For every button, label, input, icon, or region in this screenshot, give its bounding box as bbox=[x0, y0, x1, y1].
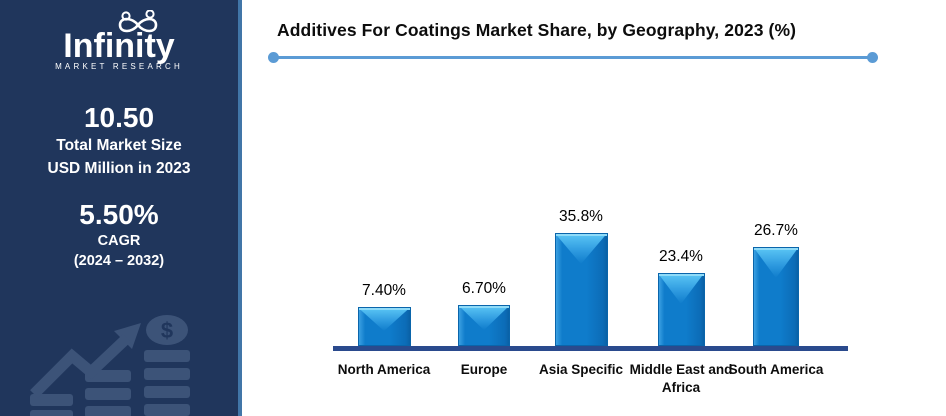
page-title: Additives For Coatings Market Share, by … bbox=[277, 20, 797, 40]
arrow-head-icon bbox=[114, 323, 141, 349]
infinity-loops-icon bbox=[118, 17, 158, 33]
trend-arrow-icon bbox=[30, 334, 131, 398]
infinity-logo-icon: Infinity MARKET RESEARCH bbox=[55, 9, 183, 71]
market-stats: 10.50 Total Market Size USD Million in 2… bbox=[0, 102, 238, 271]
cagr-label: CAGR bbox=[97, 232, 141, 249]
bar-value-label: 26.7% bbox=[754, 222, 798, 239]
x-axis-line bbox=[333, 346, 848, 351]
category-label: North America bbox=[337, 362, 431, 377]
bar-3 bbox=[554, 233, 608, 346]
bar-value-label: 7.40% bbox=[362, 282, 406, 299]
title-divider bbox=[268, 52, 878, 63]
brand-name: Infinity bbox=[63, 27, 175, 65]
market-size-label-line1: Total Market Size bbox=[56, 137, 182, 155]
dollar-coin-icon bbox=[146, 315, 188, 345]
brand-subtitle: MARKET RESEARCH bbox=[55, 62, 183, 71]
bar-1 bbox=[357, 307, 411, 346]
category-label: South America bbox=[728, 362, 824, 377]
category-label: Middle East and Africa bbox=[629, 362, 733, 395]
bar-value-label: 6.70% bbox=[462, 280, 506, 297]
bar-value-label: 35.8% bbox=[559, 208, 603, 225]
chart-plot: 7.40% North America 6.70% Europe 35.8% Asia S… bbox=[242, 0, 946, 416]
cagr-period: (2024 – 2032) bbox=[73, 253, 165, 270]
category-label: Europe bbox=[460, 362, 508, 377]
sidebar: Infinity MARKET RESEARCH 10.50 Total Mar… bbox=[0, 0, 242, 416]
category-label: Asia Specific bbox=[538, 362, 624, 377]
brand-logo: Infinity MARKET RESEARCH bbox=[0, 9, 238, 77]
bar-5 bbox=[753, 247, 799, 346]
cagr-value: 5.50% bbox=[79, 198, 159, 230]
infinity-dot-left-icon bbox=[121, 11, 131, 21]
infinity-dot-right-icon bbox=[145, 9, 155, 19]
bar-4 bbox=[657, 273, 705, 346]
market-size-label-line2: USD Million in 2023 bbox=[47, 160, 191, 178]
bar-value-label: 23.4% bbox=[659, 248, 703, 265]
market-size-value: 10.50 bbox=[83, 102, 155, 133]
bar-2 bbox=[458, 305, 510, 346]
growth-chart-coins-icon: $ bbox=[30, 315, 190, 416]
dollar-sign-glyph: $ bbox=[161, 318, 173, 343]
